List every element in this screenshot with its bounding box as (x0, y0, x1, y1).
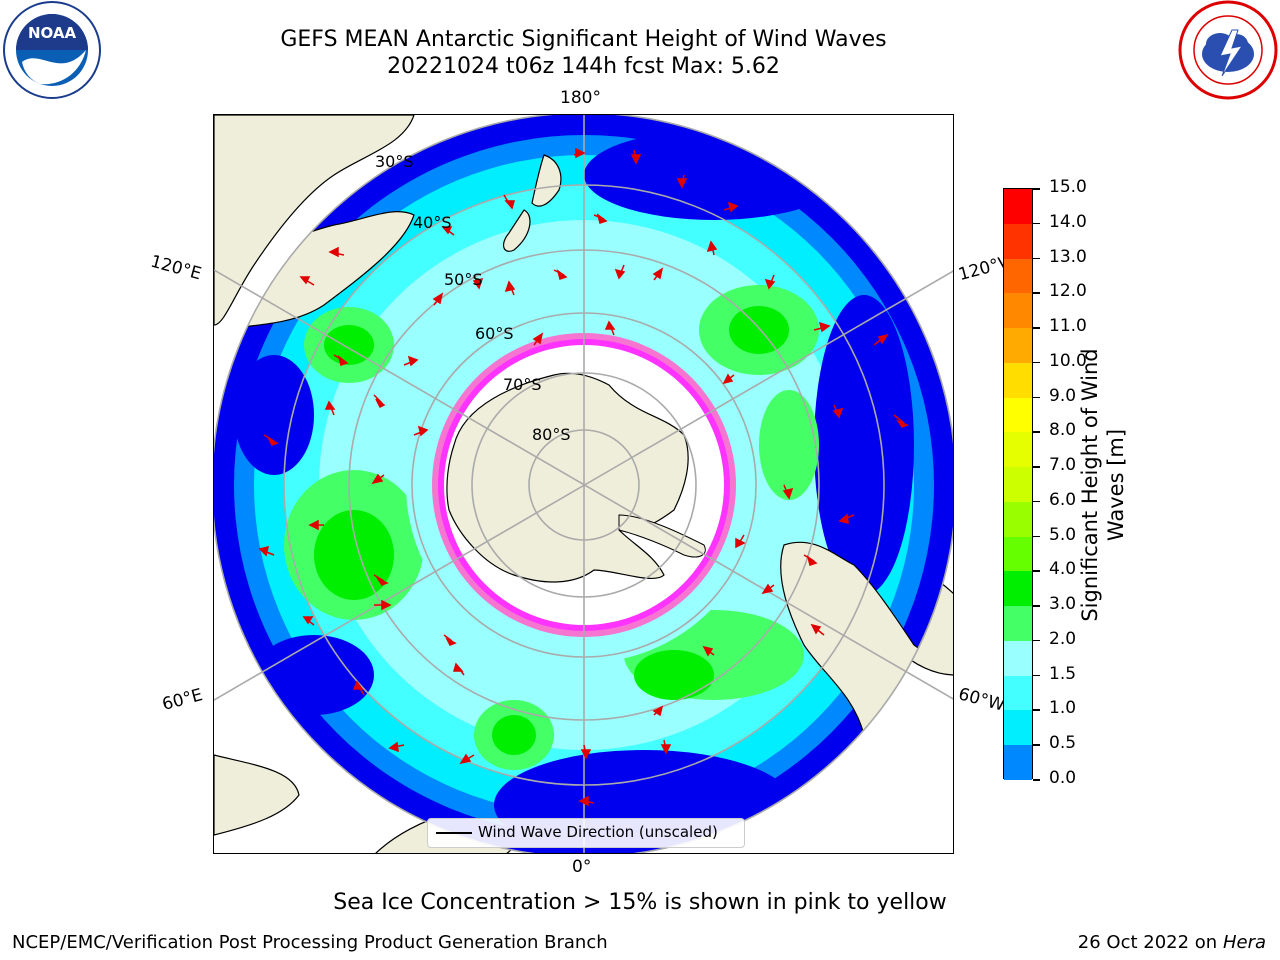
colorbar-tick-label: 2.0 (1032, 629, 1076, 649)
chart-title: GEFS MEAN Antarctic Significant Height o… (280, 27, 887, 52)
nws-logo-icon (1176, 0, 1280, 104)
colorbar-tick-label: 15.0 (1033, 177, 1087, 197)
colorbar-tick-label: 11.0 (1033, 316, 1087, 336)
colorbar-segment (1004, 467, 1032, 503)
colorbar-tick-label: 6.0 (1032, 490, 1076, 510)
colorbar-segment (1004, 293, 1032, 329)
colorbar-segment (1004, 640, 1032, 677)
polar-map (213, 114, 954, 854)
legend-label: Wind Wave Direction (unscaled) (478, 823, 718, 841)
colorbar-segment (1004, 432, 1032, 468)
lon-label-0: 0° (572, 857, 592, 877)
lat-label-50s: 50°S (444, 270, 483, 289)
colorbar-tick-label: 0.0 (1032, 768, 1076, 788)
lon-label-60e: 60°E (160, 685, 205, 715)
colorbar-tick-label: 10.0 (1033, 351, 1087, 371)
colorbar-tick-label: 12.0 (1033, 281, 1087, 301)
svg-text:NOAA: NOAA (28, 24, 77, 42)
footer-machine: Hera (1222, 932, 1266, 953)
colorbar-tick-label: 8.0 (1032, 420, 1076, 440)
lon-label-120e: 120°E (148, 251, 204, 285)
colorbar-segment (1004, 328, 1032, 364)
colorbar-tick-label: 7.0 (1032, 455, 1076, 475)
lat-label-40s: 40°S (413, 213, 452, 232)
colorbar-segment (1004, 606, 1032, 642)
lon-label-60w: 60°W (956, 684, 1007, 716)
colorbar (1003, 188, 1033, 781)
colorbar-title: Significant Height of Wind Waves [m] (1078, 348, 1128, 622)
lat-label-30s: 30°S (375, 152, 414, 171)
colorbar-tick-label: 9.0 (1032, 386, 1076, 406)
lon-label-180: 180° (560, 88, 601, 108)
colorbar-tick-label: 0.5 (1032, 733, 1076, 753)
colorbar-segment (1004, 571, 1032, 607)
colorbar-segment (1004, 536, 1032, 572)
lat-label-80s: 80°S (532, 425, 571, 444)
chart-subtitle: 20221024 t06z 144h fcst Max: 5.62 (387, 54, 780, 79)
lat-label-70s: 70°S (503, 375, 542, 394)
colorbar-tick-label: 14.0 (1033, 212, 1087, 232)
colorbar-segment (1004, 675, 1032, 711)
sea-ice-note: Sea Ice Concentration > 15% is shown in … (333, 890, 947, 915)
map-legend: Wind Wave Direction (unscaled) (427, 818, 745, 848)
colorbar-segment (1004, 710, 1032, 746)
colorbar-tick-label: 13.0 (1033, 247, 1087, 267)
footer-date-text: 26 Oct 2022 on (1077, 932, 1223, 953)
colorbar-segment (1004, 258, 1032, 294)
colorbar-tick-label: 1.0 (1032, 698, 1076, 718)
noaa-logo-icon: NOAA (0, 0, 104, 104)
lat-label-60s: 60°S (475, 324, 514, 343)
colorbar-tick-label: 5.0 (1032, 525, 1076, 545)
colorbar-tick-label: 1.5 (1032, 664, 1076, 684)
colorbar-tick-label: 4.0 (1032, 559, 1076, 579)
footer-credit: NCEP/EMC/Verification Post Processing Pr… (12, 932, 608, 953)
colorbar-segment (1004, 362, 1032, 399)
colorbar-tick-label: 3.0 (1032, 594, 1076, 614)
colorbar-segment (1004, 397, 1032, 433)
colorbar-segment (1004, 223, 1032, 259)
colorbar-segment (1004, 745, 1032, 781)
footer-date: 26 Oct 2022 on Hera (1078, 932, 1266, 953)
legend-line-icon (436, 832, 472, 834)
colorbar-segment (1004, 189, 1032, 225)
colorbar-segment (1004, 501, 1032, 538)
